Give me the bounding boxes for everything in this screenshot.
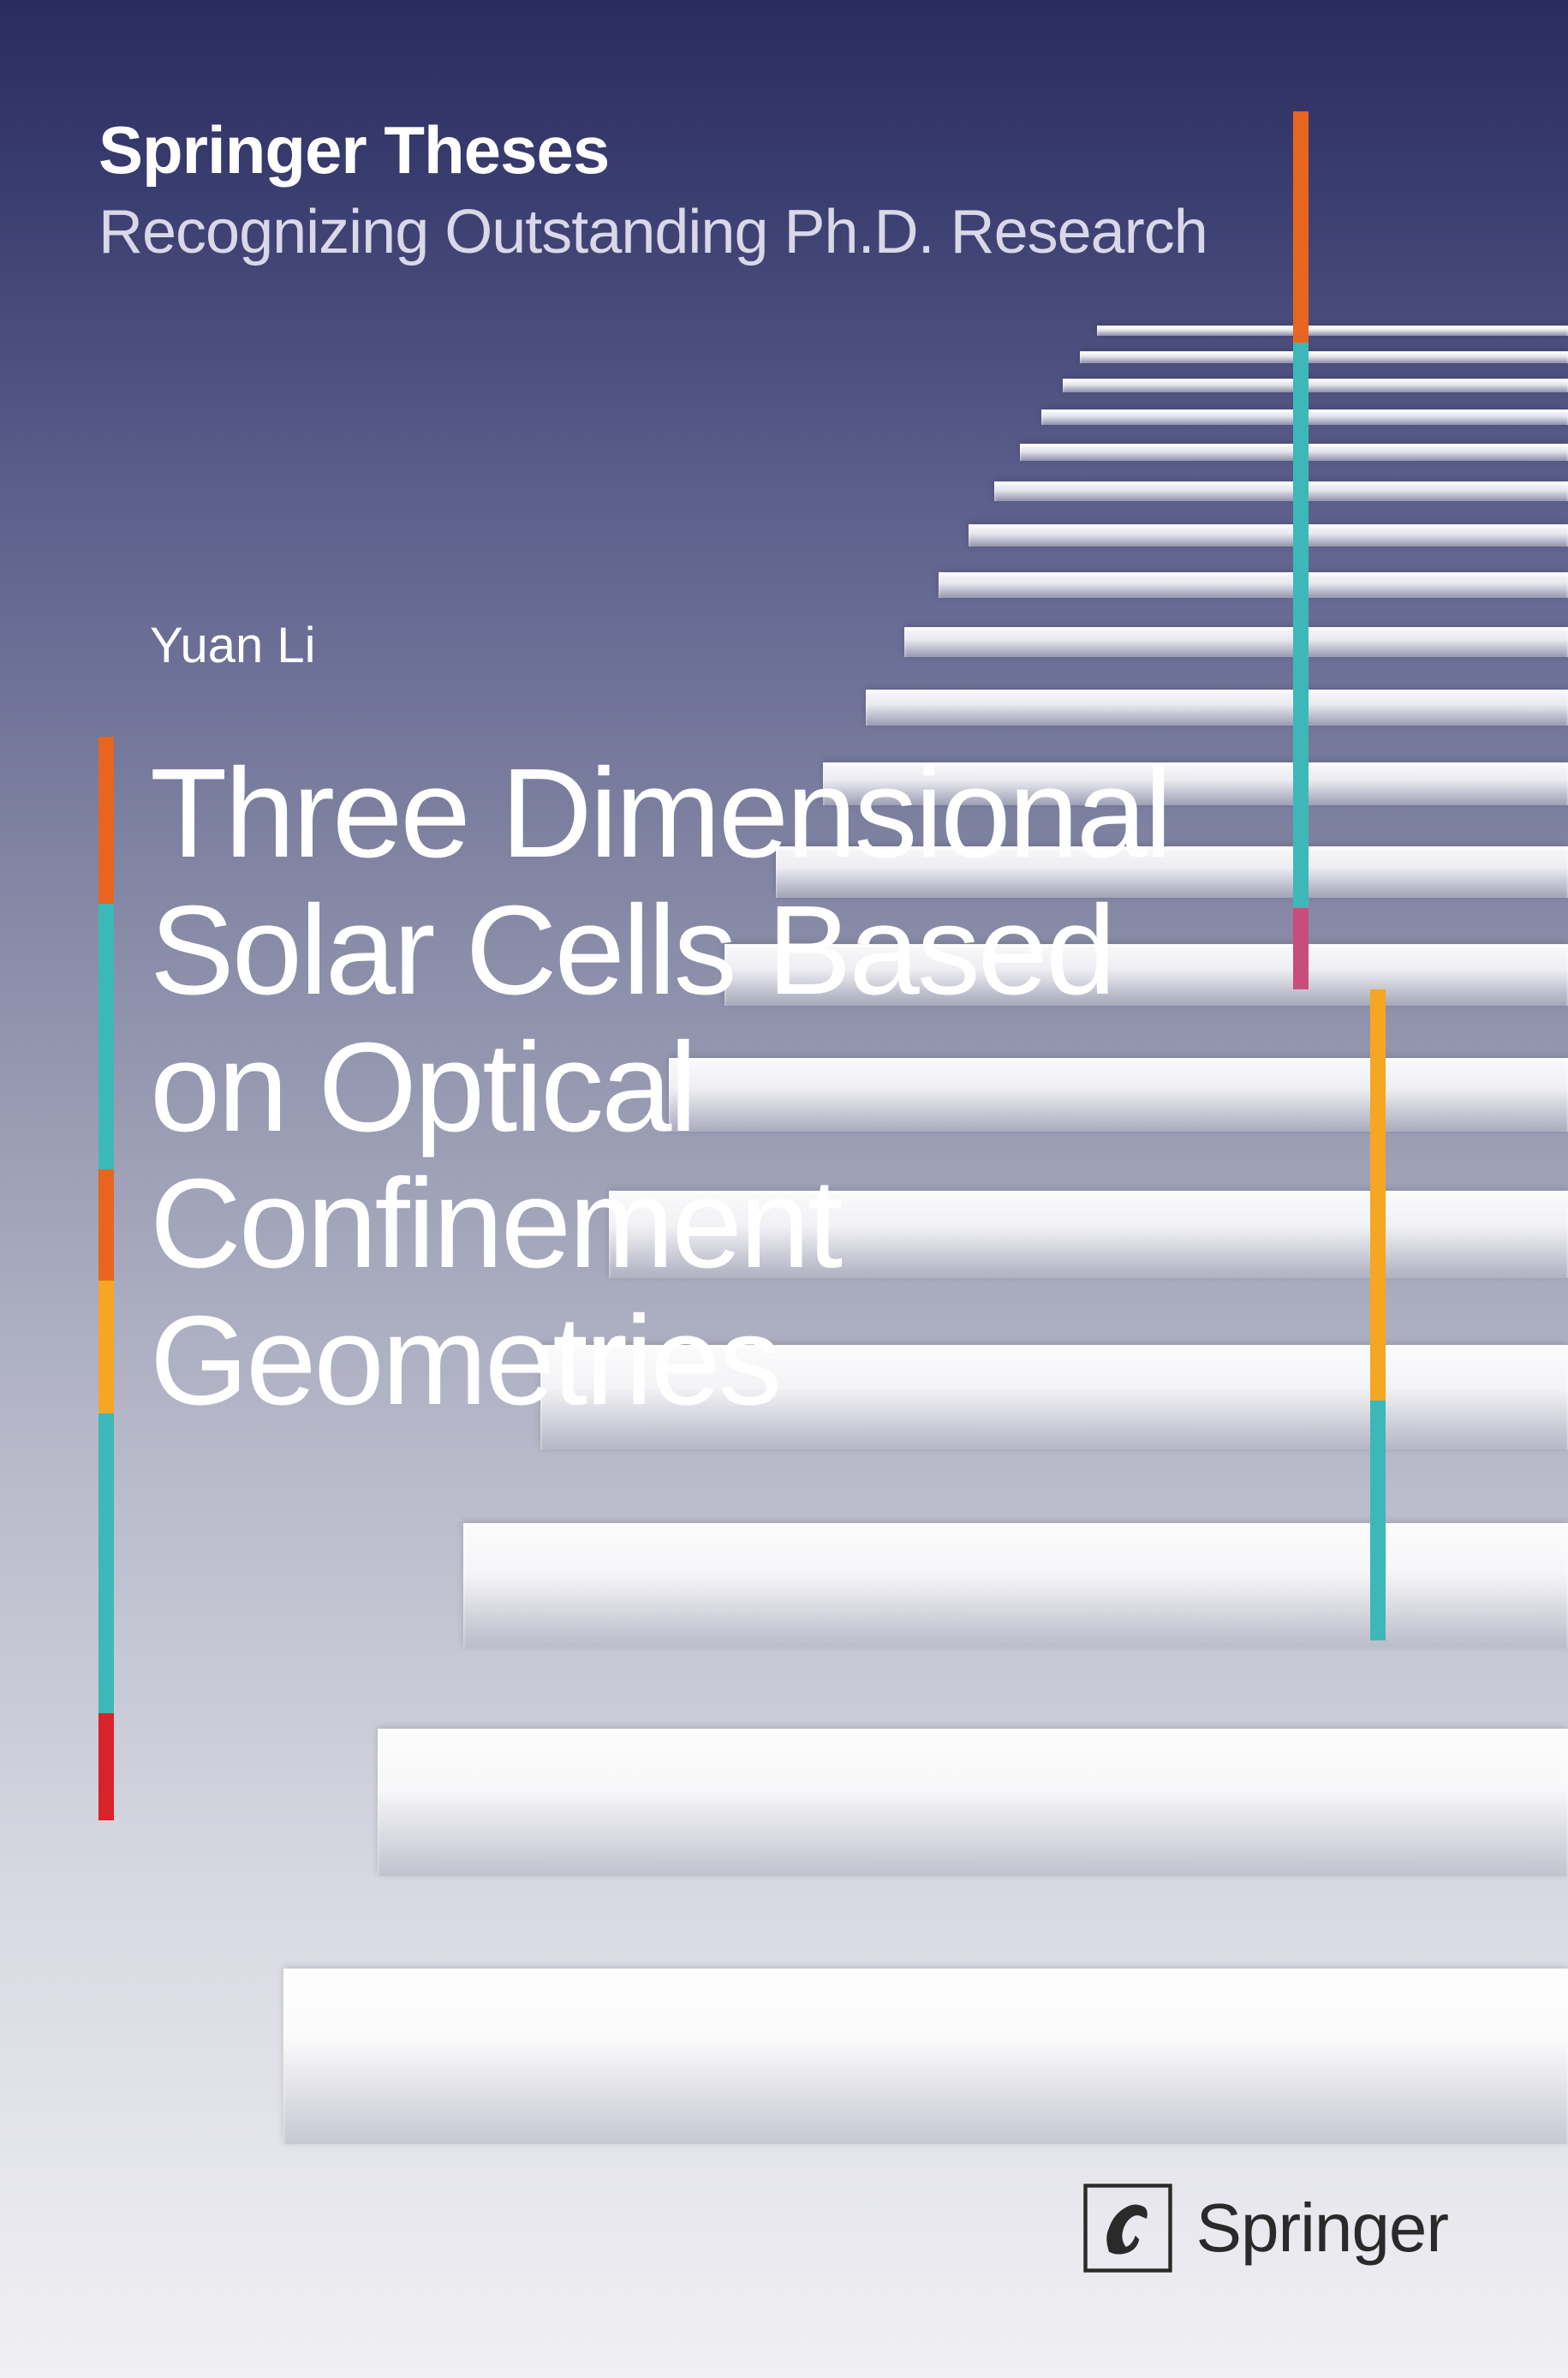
stair-step: [463, 1523, 1568, 1647]
color-stripe: [98, 1713, 114, 1820]
stair-step: [866, 690, 1568, 726]
color-stripe: [1293, 343, 1309, 908]
color-stripe: [98, 737, 114, 904]
color-stripe: [98, 1169, 114, 1281]
book-title: Three DimensionalSolar Cells Basedon Opt…: [150, 745, 1170, 1430]
title-line: Confinement: [150, 1156, 1170, 1293]
color-stripe: [1293, 111, 1309, 343]
book-cover: Springer Theses Recognizing Outstanding …: [0, 0, 1568, 2378]
color-stripe: [98, 904, 114, 1169]
color-stripe: [98, 1281, 114, 1413]
stair-step: [1063, 379, 1568, 392]
stair-step: [994, 481, 1568, 501]
title-line: Three Dimensional: [150, 745, 1170, 882]
color-stripe: [98, 1413, 114, 1713]
stair-step: [1097, 326, 1568, 336]
title-line: Solar Cells Based: [150, 882, 1170, 1019]
stair-step: [904, 627, 1568, 657]
title-line: Geometries: [150, 1293, 1170, 1430]
stair-step: [939, 572, 1568, 598]
stair-step: [1080, 351, 1568, 363]
series-subtitle: Recognizing Outstanding Ph.D. Research: [98, 197, 1207, 267]
color-stripe: [1293, 908, 1309, 989]
springer-horse-icon: [1081, 2181, 1175, 2275]
color-stripe: [1370, 989, 1386, 1401]
author-name: Yuan Li: [150, 617, 316, 674]
series-title: Springer Theses: [98, 111, 609, 189]
stair-step: [283, 1969, 1568, 2144]
color-stripe: [1370, 1401, 1386, 1640]
stair-step: [969, 524, 1568, 547]
publisher-name: Springer: [1196, 2189, 1448, 2267]
title-line: on Optical: [150, 1019, 1170, 1156]
publisher-block: Springer: [1081, 2181, 1448, 2275]
stair-step: [378, 1729, 1568, 1876]
